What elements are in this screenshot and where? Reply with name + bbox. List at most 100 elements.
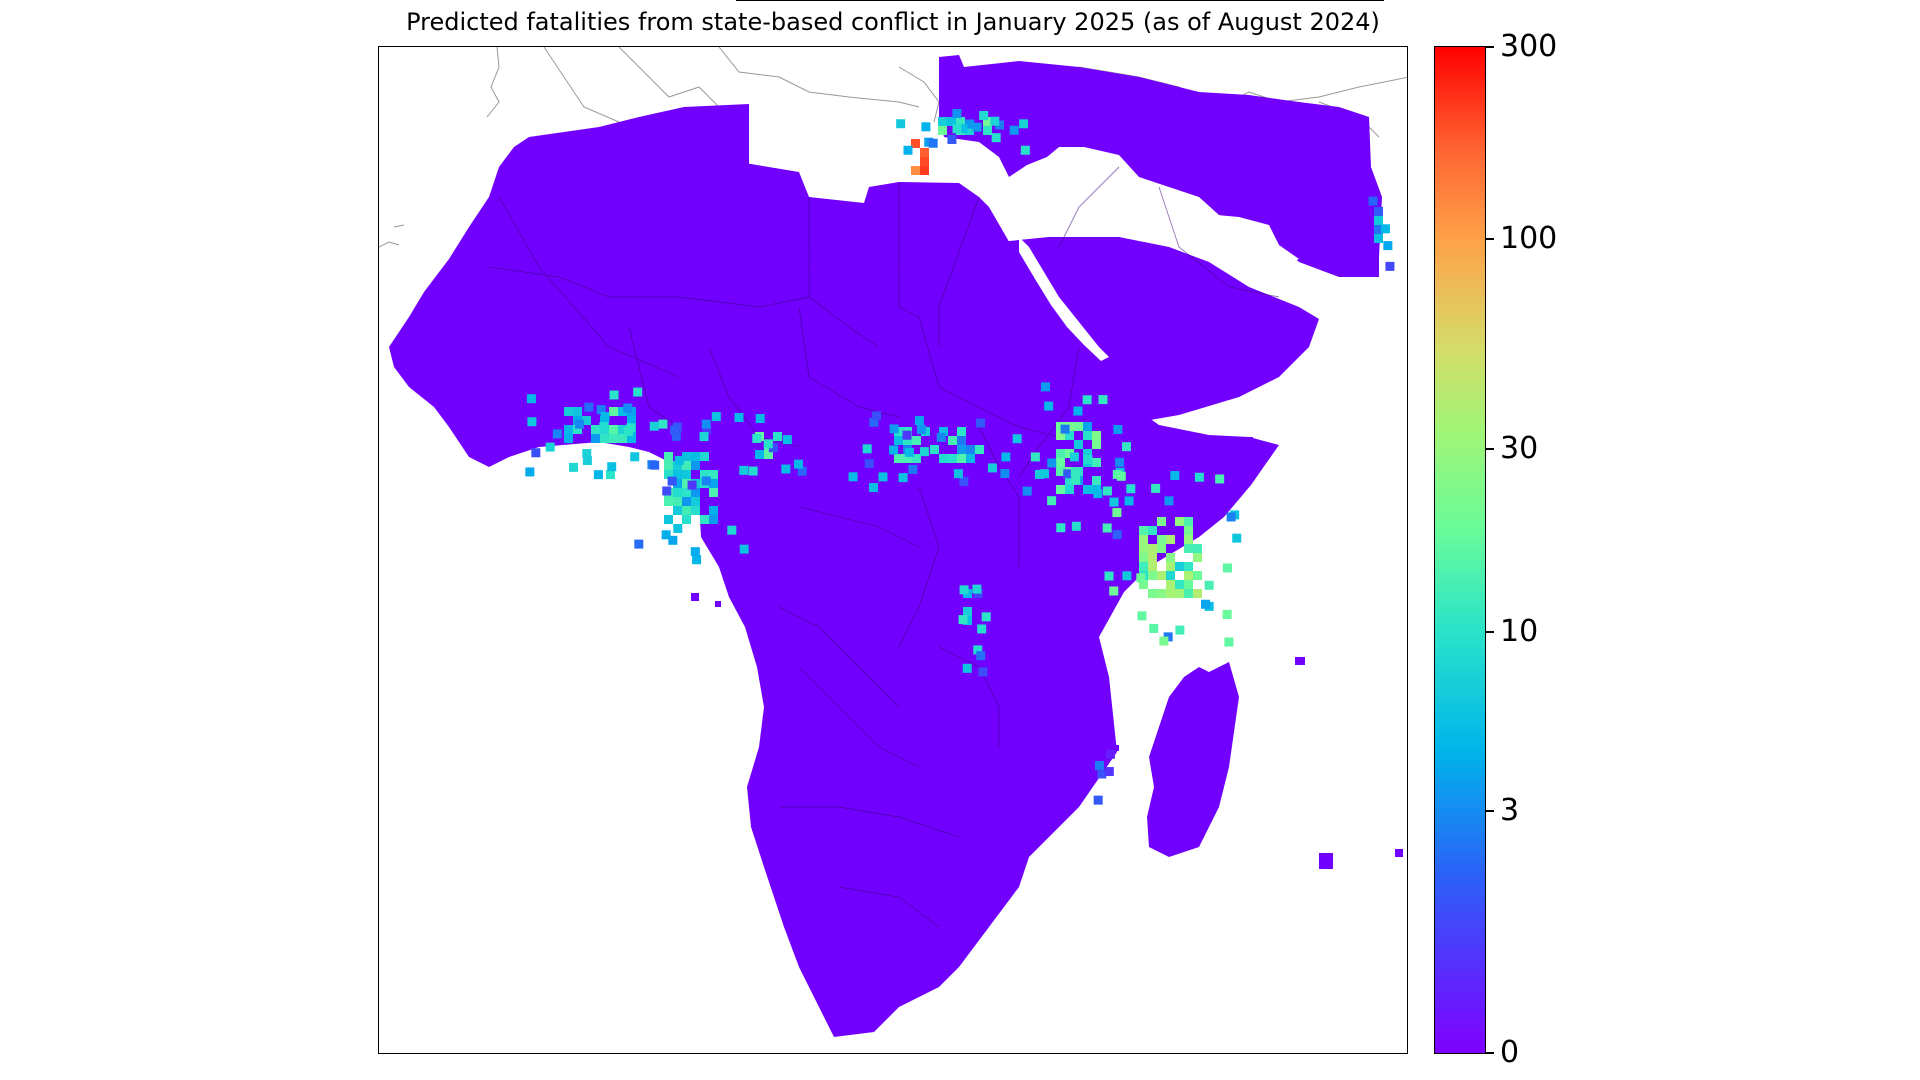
hotspot-cell	[958, 615, 968, 625]
hotspot-cell	[600, 434, 609, 443]
hotspot-cell	[797, 466, 807, 476]
hotspot-cell	[1164, 496, 1174, 506]
hotspot-cell	[939, 454, 948, 463]
hotspot-cell	[939, 427, 948, 436]
hotspot-cell	[593, 470, 603, 480]
hotspot-cell	[848, 472, 858, 482]
hotspot-cell	[965, 126, 974, 135]
hotspot-cell	[1175, 625, 1185, 635]
hotspot-cell	[957, 436, 966, 445]
hotspot-cell	[627, 416, 636, 425]
hotspot-cell	[1139, 553, 1148, 562]
hotspot-cell	[1166, 571, 1175, 580]
hotspot-cell	[938, 126, 947, 135]
colorbar-tick	[1486, 631, 1494, 633]
hotspot-cell	[1104, 571, 1114, 581]
hotspot-cell	[664, 452, 673, 461]
hotspot-cell	[664, 470, 673, 479]
hotspot-cell	[1226, 512, 1236, 522]
hotspot-cell	[1193, 544, 1202, 553]
hotspot-cell	[1157, 517, 1166, 526]
hotspot-cell	[919, 447, 929, 457]
hotspot-cell	[673, 470, 682, 479]
hotspot-cell	[711, 412, 721, 422]
hotspot-cell	[921, 122, 931, 132]
hotspot-cell	[1184, 562, 1193, 571]
hotspot-cell	[1001, 452, 1011, 462]
hotspot-cell	[700, 515, 709, 524]
hotspot-cell	[1093, 795, 1103, 805]
hotspot-cell	[930, 445, 939, 454]
hotspot-cell	[782, 435, 792, 445]
hotspot-cell	[1071, 521, 1081, 531]
hotspot-cell	[976, 651, 986, 661]
top-rule	[736, 0, 1384, 1]
hotspot-cell	[1175, 589, 1184, 598]
hotspot-cell	[609, 434, 618, 443]
colorbar-tick	[1486, 810, 1494, 812]
hotspot-cell	[889, 445, 899, 455]
hotspot-cell	[605, 470, 615, 480]
hotspot-cell	[682, 452, 691, 461]
hotspot-cell	[1184, 535, 1193, 544]
hotspot-cell	[912, 454, 921, 463]
hotspot-cell	[748, 466, 758, 476]
hotspot-cell	[864, 459, 874, 469]
hotspot-cell	[667, 476, 677, 486]
hotspot-cell	[649, 421, 659, 431]
hotspot-cell	[609, 425, 618, 434]
hotspot-cell	[1109, 497, 1119, 507]
hotspot-2	[1368, 196, 1395, 271]
hotspot-cell	[1166, 589, 1175, 598]
hotspot-cell	[1148, 553, 1157, 562]
hotspot-cell	[987, 463, 997, 473]
hotspot-cell	[1056, 485, 1065, 494]
hotspot-cell	[889, 424, 899, 434]
chart-title: Predicted fatalities from state-based co…	[406, 8, 1380, 36]
hotspot-cell	[709, 470, 718, 479]
hotspot-cell	[690, 547, 700, 557]
hotspot-cell	[1193, 553, 1202, 562]
hotspot-5	[739, 414, 807, 476]
hotspot-cell	[794, 459, 804, 469]
hotspot-cell	[1104, 767, 1114, 777]
colorbar-tick-label: 0	[1500, 1035, 1520, 1070]
colorbar-tick-label: 10	[1500, 614, 1539, 649]
hotspot-4	[634, 412, 749, 565]
hotspot-cell	[1166, 562, 1175, 571]
colorbar-tick-label: 30	[1500, 431, 1539, 466]
hotspot-cell	[691, 452, 700, 461]
hotspot-cell	[977, 624, 987, 634]
hotspot-cell	[682, 488, 691, 497]
hotspot-cell	[912, 436, 921, 445]
hotspot-cell	[1073, 406, 1083, 416]
hotspot-cell	[1065, 476, 1074, 485]
hotspot-cell	[975, 445, 984, 454]
hotspot-cell	[573, 407, 582, 416]
hotspot-cell	[1184, 571, 1193, 580]
hotspot-cell	[938, 117, 947, 126]
hotspot-cell	[618, 434, 627, 443]
hotspot-cell	[1175, 517, 1184, 526]
hotspot-cell	[609, 390, 619, 400]
hotspot-cell	[1047, 458, 1057, 468]
hotspot-cell	[591, 434, 600, 443]
hotspot-cell	[1009, 125, 1019, 135]
hotspot-cell	[1083, 449, 1092, 458]
hotspot-cell	[1166, 535, 1175, 544]
sea-cutouts	[1019, 215, 1299, 361]
colorbar-tick	[1486, 46, 1494, 48]
hotspot-cell	[709, 515, 718, 524]
hotspot-cell	[682, 515, 691, 524]
hotspot-cell	[569, 462, 579, 472]
hotspot-cell	[1056, 449, 1065, 458]
hotspot-cell	[1157, 535, 1166, 544]
colorbar	[1434, 46, 1486, 1054]
hotspot-cell	[1159, 636, 1169, 646]
hotspot-cell	[1071, 475, 1081, 485]
hotspot-cell	[1148, 562, 1157, 571]
hotspot-cell	[1122, 571, 1132, 581]
hotspot-cell	[1157, 571, 1166, 580]
hotspot-cell	[1374, 225, 1383, 234]
hotspot-cell	[1383, 241, 1393, 251]
